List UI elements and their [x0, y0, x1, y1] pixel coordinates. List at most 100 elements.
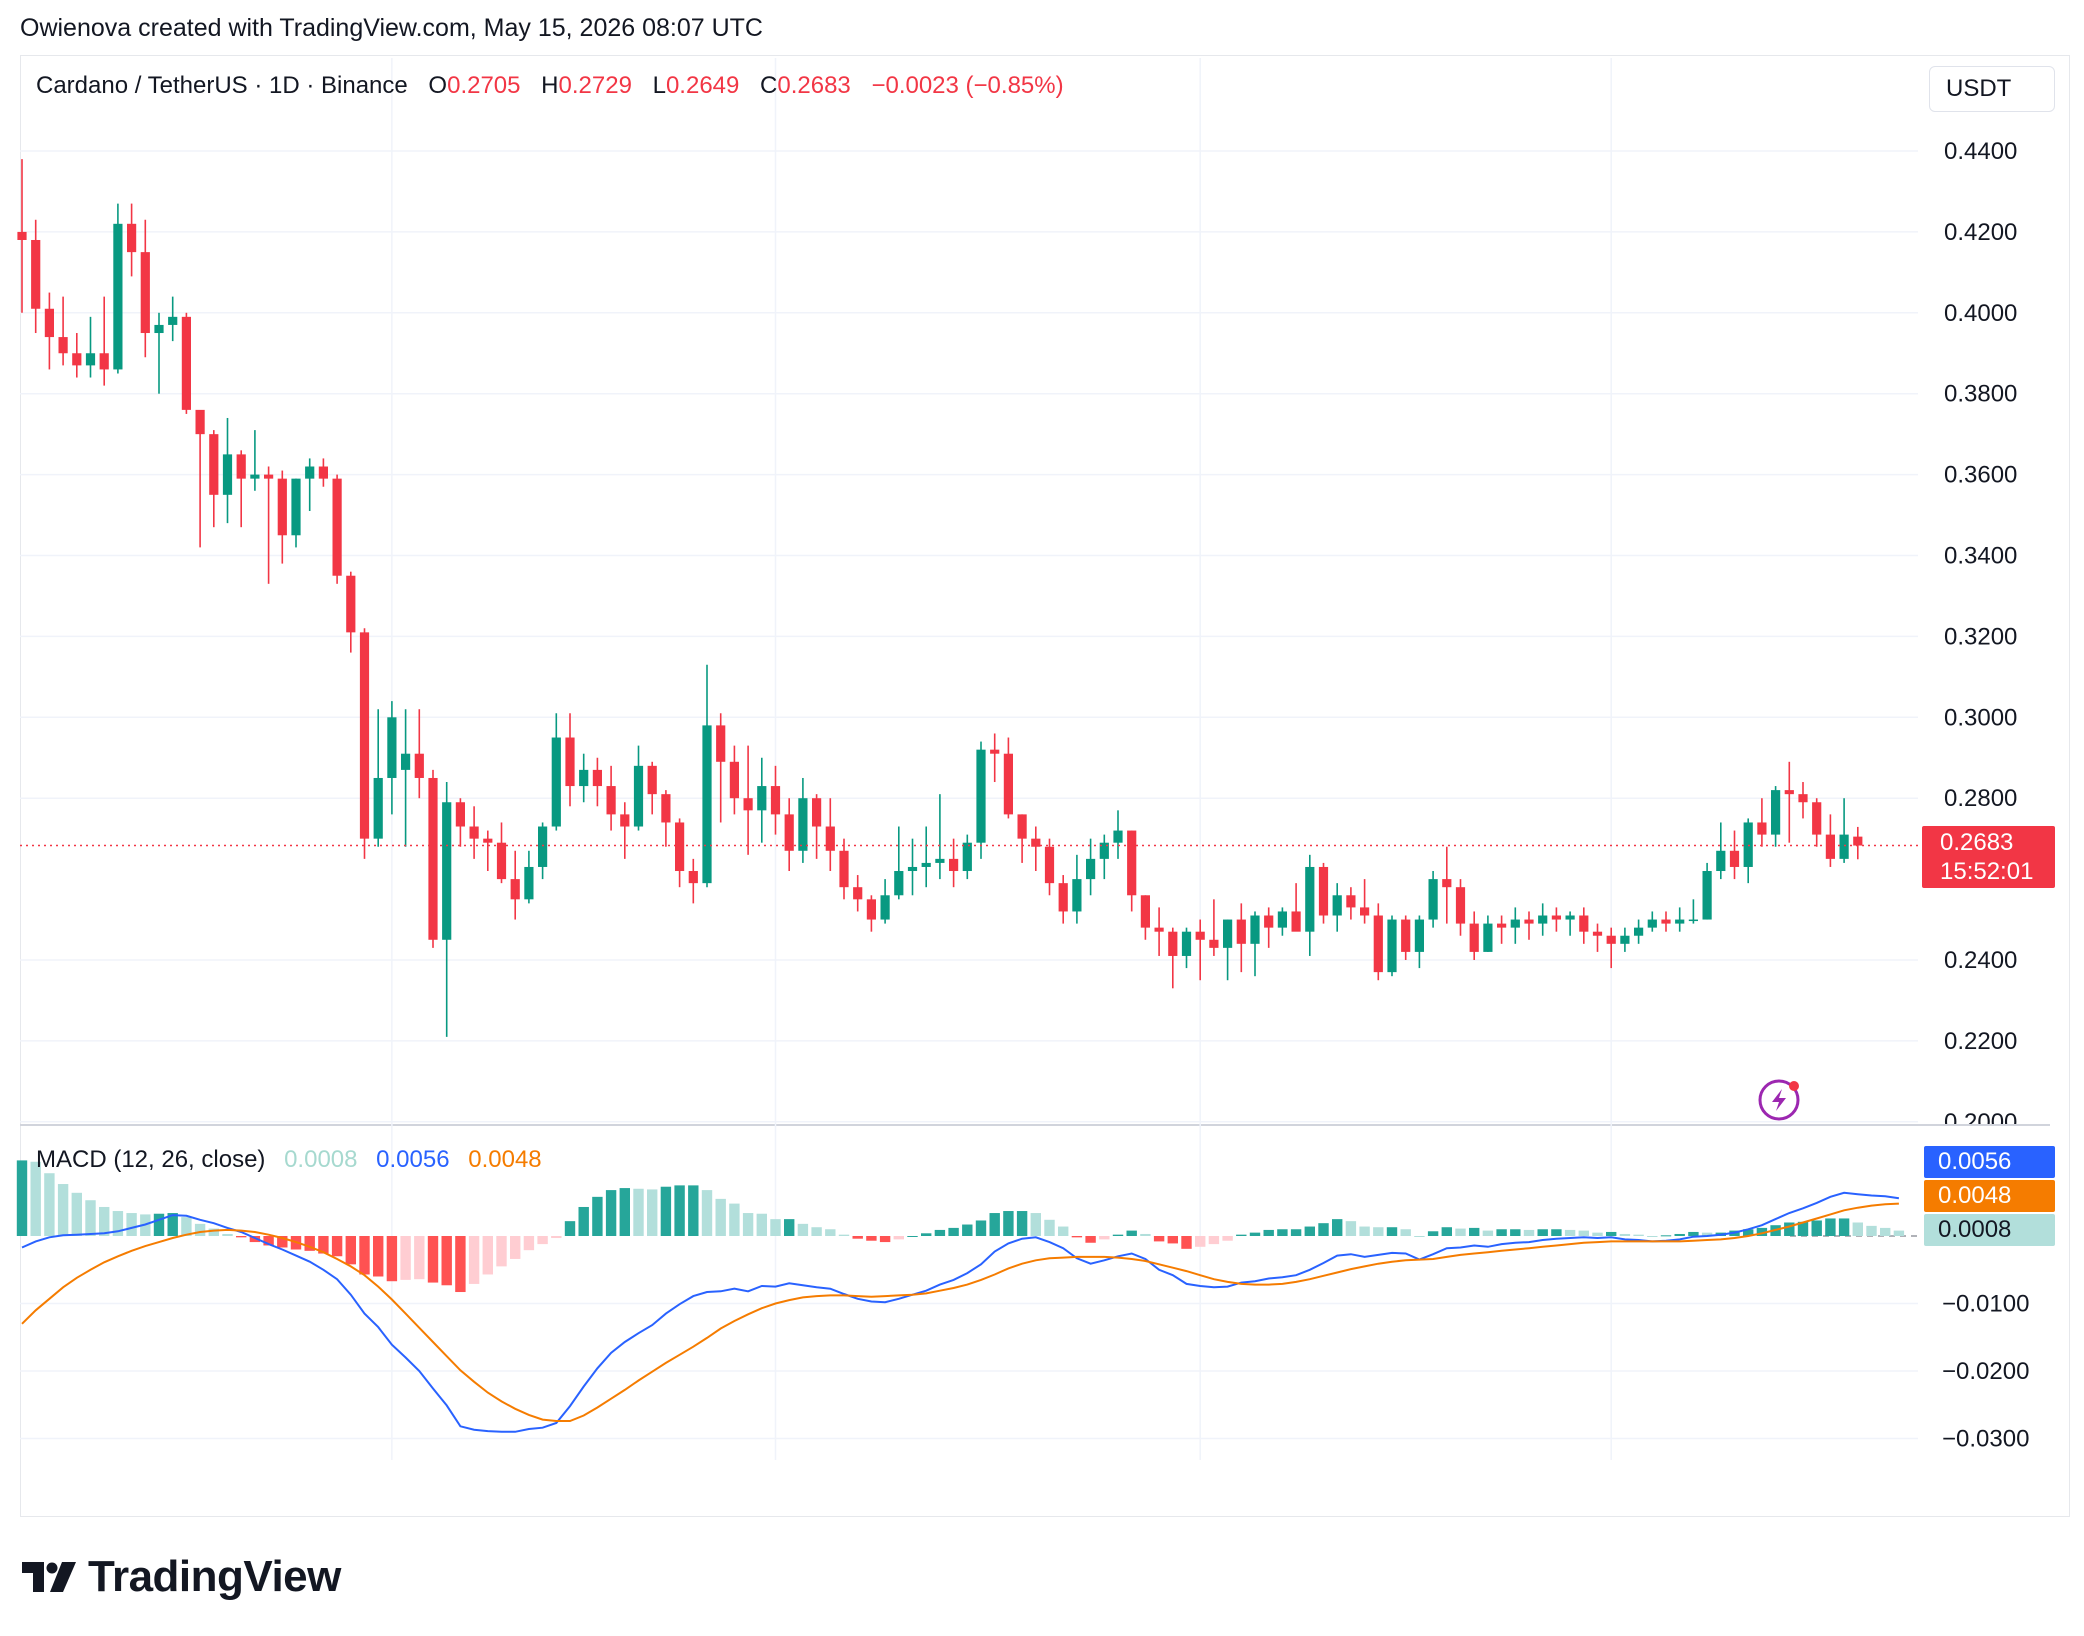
candle-body [1113, 830, 1123, 843]
candle-body [1455, 887, 1466, 924]
candle-body [1839, 834, 1849, 859]
macd-histogram-bar [236, 1236, 247, 1238]
candle [1154, 907, 1164, 956]
chart-canvas[interactable]: −0.0100 −0.0200 −0.0300 Feb Mar Apr May 0.4400… [0, 0, 2084, 1530]
candle-body [716, 725, 726, 762]
candle-body [1332, 895, 1342, 916]
macd-signal-value: 0.0048 [468, 1146, 542, 1173]
candle [921, 826, 931, 888]
candle-body [58, 337, 68, 354]
macd-histogram-bar [879, 1236, 891, 1243]
macd-histogram-bar [1016, 1211, 1028, 1236]
symbol-title[interactable]: Cardano / TetherUS · 1D · Binance [36, 72, 408, 99]
candle [346, 571, 356, 653]
candle-body [1127, 830, 1137, 896]
candle [620, 802, 630, 859]
candle [825, 798, 835, 872]
candle [222, 417, 233, 524]
candle-body [140, 252, 150, 334]
candle [1442, 846, 1452, 924]
candle [688, 858, 698, 904]
macd-histogram-bar [1044, 1219, 1055, 1236]
candle [880, 879, 890, 924]
candle-body [1729, 850, 1740, 867]
macd-histogram-bar [263, 1236, 274, 1246]
candle [1017, 814, 1027, 863]
macd-histogram-bar [1811, 1220, 1822, 1236]
candle-body [907, 866, 918, 872]
price-axis-tick-label: 0.2000 [1944, 1109, 2017, 1136]
tradingview-logo[interactable]: TradingView [22, 1552, 341, 1602]
macd-histogram-bar [866, 1236, 877, 1241]
candle [1305, 854, 1315, 956]
candle [565, 713, 575, 807]
macd-histogram-bar [1153, 1236, 1165, 1242]
candle [592, 757, 602, 807]
candle [1236, 903, 1246, 973]
price-axis-tick-label: 0.2200 [1944, 1028, 2017, 1055]
candle-body [949, 858, 959, 872]
candle [1072, 854, 1082, 924]
macd-histogram-bar [1003, 1211, 1014, 1236]
macd-histogram-bar [633, 1188, 644, 1236]
candle-body [1250, 915, 1260, 944]
macd-title[interactable]: MACD (12, 26, close) [36, 1146, 266, 1173]
candle-body [1784, 790, 1794, 795]
candle [907, 838, 918, 896]
candle [935, 794, 945, 880]
candle-body [921, 862, 931, 867]
last-price-badge: 0.2683 15:52:01 [1922, 826, 2055, 888]
candle [1647, 911, 1657, 932]
macd-axis-tick-label: −0.0100 [1942, 1291, 2029, 1318]
macd-histogram-bar [1414, 1236, 1425, 1237]
candle-body [1579, 915, 1589, 932]
lightning-icon[interactable] [1758, 1079, 1800, 1121]
candle [469, 806, 479, 859]
tradingview-logo-text: TradingView [88, 1552, 341, 1601]
candle [551, 713, 561, 831]
currency-button[interactable]: USDT [1929, 66, 2055, 112]
candle-body [962, 842, 972, 872]
macd-histogram-bar [1400, 1229, 1411, 1236]
macd-histogram-bar [455, 1236, 466, 1293]
candle [784, 798, 794, 872]
macd-histogram-bar [1263, 1229, 1274, 1236]
price-axis-tick-label: 0.2800 [1944, 785, 2017, 812]
macd-histogram-bar [756, 1213, 767, 1236]
candle-body [1168, 931, 1178, 956]
candle-body [935, 858, 945, 863]
candle-body [1031, 838, 1041, 847]
candle [455, 798, 465, 847]
candle [962, 834, 972, 880]
candle-body [825, 826, 835, 851]
candle-body [305, 466, 315, 479]
candle [496, 822, 507, 884]
candle-body [1277, 911, 1287, 928]
candle [332, 474, 342, 584]
macd-histogram-bar [660, 1186, 672, 1236]
candle [236, 450, 246, 528]
macd-histogram-bar [551, 1236, 562, 1239]
low-label: L [652, 72, 666, 99]
macd-histogram-bar [1181, 1236, 1192, 1249]
candle [1853, 826, 1863, 860]
candle-body [442, 802, 452, 940]
candle [1784, 761, 1794, 843]
macd-histogram-bar [975, 1220, 987, 1236]
candle [1223, 919, 1233, 981]
candle [510, 850, 520, 920]
macd-histogram-bar [1592, 1232, 1603, 1236]
candle [359, 628, 370, 859]
candle [1551, 907, 1561, 932]
macd-histogram-bar [1332, 1219, 1343, 1236]
macd-histogram-bar [85, 1200, 96, 1236]
candle-body [565, 737, 575, 787]
candle [812, 794, 822, 859]
candle-body [1757, 822, 1767, 835]
high-label: H [541, 72, 559, 99]
candle [1332, 883, 1342, 932]
macd-histogram-bar [99, 1206, 110, 1236]
candle-body [1264, 915, 1274, 928]
macd-histogram-bar [345, 1236, 356, 1265]
candle-body [1565, 915, 1575, 920]
